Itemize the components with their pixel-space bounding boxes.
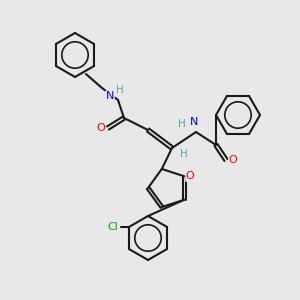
Text: H: H	[178, 119, 186, 129]
Text: H: H	[180, 149, 188, 159]
Text: O: O	[97, 123, 105, 133]
Text: N: N	[106, 91, 114, 101]
Text: O: O	[186, 171, 195, 181]
Text: O: O	[229, 155, 237, 165]
Text: N: N	[190, 117, 198, 127]
Text: Cl: Cl	[107, 222, 118, 232]
Text: H: H	[116, 85, 124, 95]
